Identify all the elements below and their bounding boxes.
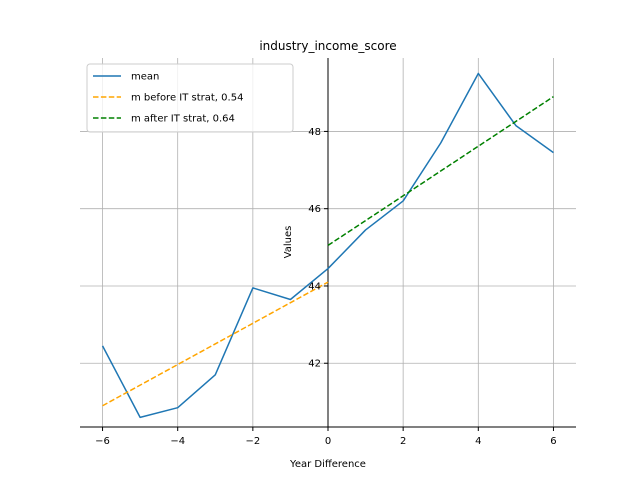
legend-entry-1: m before IT strat, 0.54 [131,93,243,104]
x-tick-label: −4 [170,436,185,447]
series-line-1 [102,281,329,407]
x-tick-label: 2 [400,436,406,447]
axes [80,58,576,431]
y-tick-label: 42 [308,359,321,370]
legend: mean m before IT strat, 0.54 m after IT st… [86,63,294,133]
y-tick-label: 44 [308,281,321,292]
y-tick-label: 46 [308,204,321,215]
legend-entry-2: m after IT strat, 0.64 [131,114,235,125]
x-tick-label: 4 [475,436,481,447]
x-tick-label: −6 [95,436,110,447]
legend-box [86,63,294,133]
x-tick-label: 6 [550,436,556,447]
x-tick-label: 0 [325,436,331,447]
y-tick-label: 48 [308,127,321,138]
x-axis-label: Year Difference [289,459,366,470]
x-tick-label: −2 [245,436,260,447]
series-group [101,72,554,419]
series-line-2 [327,96,554,247]
y-axis-label: Values [283,226,294,259]
series-line-0 [101,72,554,419]
legend-entry-0: mean [131,72,159,83]
chart-title: industry_income_score [259,39,396,53]
